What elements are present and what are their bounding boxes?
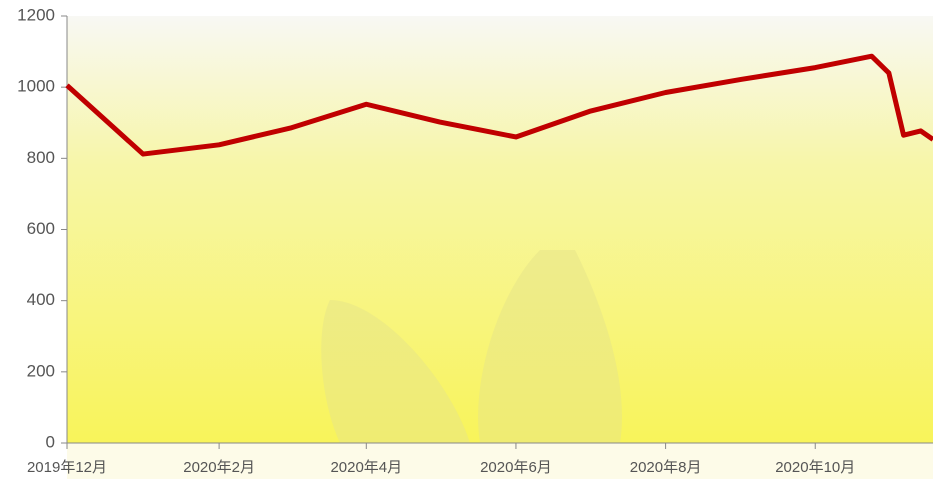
x-tick-label: 2020年6月	[480, 459, 552, 476]
y-tick-label: 800	[27, 148, 55, 167]
y-tick-label: 1000	[17, 77, 55, 96]
x-tick-label: 2020年2月	[183, 459, 255, 476]
x-tick-label: 2020年8月	[630, 459, 702, 476]
y-tick-label: 400	[27, 290, 55, 309]
chart: 0 200 400 600 800 1000 1200 2019年12月 2020年2月 2020…	[0, 0, 933, 479]
y-tick-label: 200	[27, 361, 55, 380]
y-tick-label: 0	[46, 432, 55, 451]
y-tick-label: 1200	[17, 5, 55, 24]
x-tick-label: 2019年12月	[27, 459, 107, 476]
y-tick-label: 600	[27, 219, 55, 238]
x-tick-label: 2020年4月	[330, 459, 402, 476]
x-tick-label: 2020年10月	[775, 459, 855, 476]
